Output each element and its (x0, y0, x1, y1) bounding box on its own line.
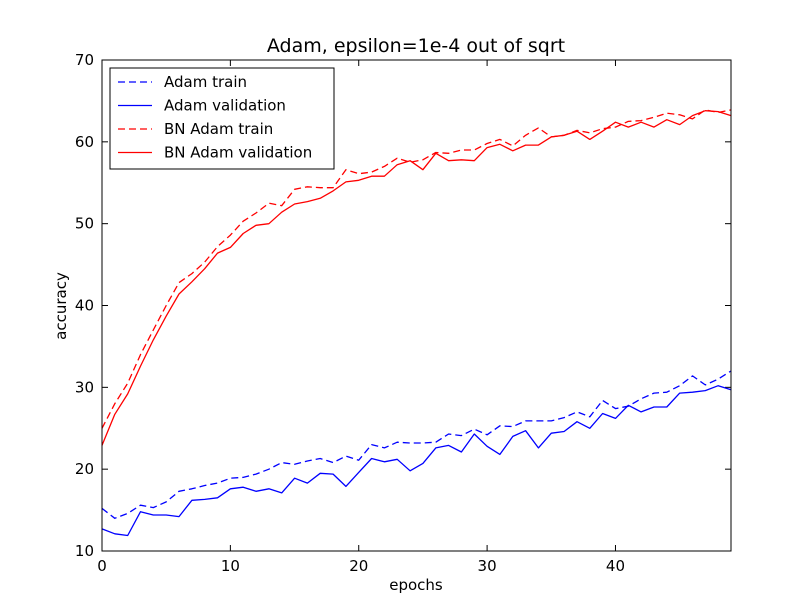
y-tick-label: 50 (75, 215, 94, 233)
y-tick-label: 40 (75, 297, 94, 315)
x-tick-label: 20 (349, 557, 368, 575)
x-tick-label: 0 (97, 557, 107, 575)
legend: Adam train Adam validation BN Adam train BN… (109, 67, 335, 170)
y-tick-label: 60 (75, 133, 94, 151)
series-line-bn-adam-validation (101, 110, 732, 446)
legend-label-bn-adam-validation: BN Adam validation (164, 144, 312, 162)
x-tick-label: 40 (606, 557, 625, 575)
x-tick-label: 10 (221, 557, 240, 575)
legend-label-adam-validation: Adam validation (164, 97, 286, 115)
x-tick-label: 30 (478, 557, 497, 575)
y-tick-label: 30 (75, 378, 94, 396)
plot-area-frame (101, 59, 732, 552)
chart-title: Adam, epsilon=1e-4 out of sqrt (267, 35, 565, 57)
y-tick-label: 70 (75, 51, 94, 69)
series-line-adam-validation (101, 385, 732, 537)
y-tick-label: 20 (75, 460, 94, 478)
legend-label-adam-train: Adam train (164, 73, 247, 91)
series-layer (101, 109, 732, 537)
series-line-bn-adam-train (101, 109, 732, 429)
y-axis-label: accuracy (52, 272, 70, 340)
legend-label-bn-adam-train: BN Adam train (164, 120, 273, 138)
y-tick-label: 10 (75, 542, 94, 560)
x-axis-label: epochs (389, 576, 443, 594)
